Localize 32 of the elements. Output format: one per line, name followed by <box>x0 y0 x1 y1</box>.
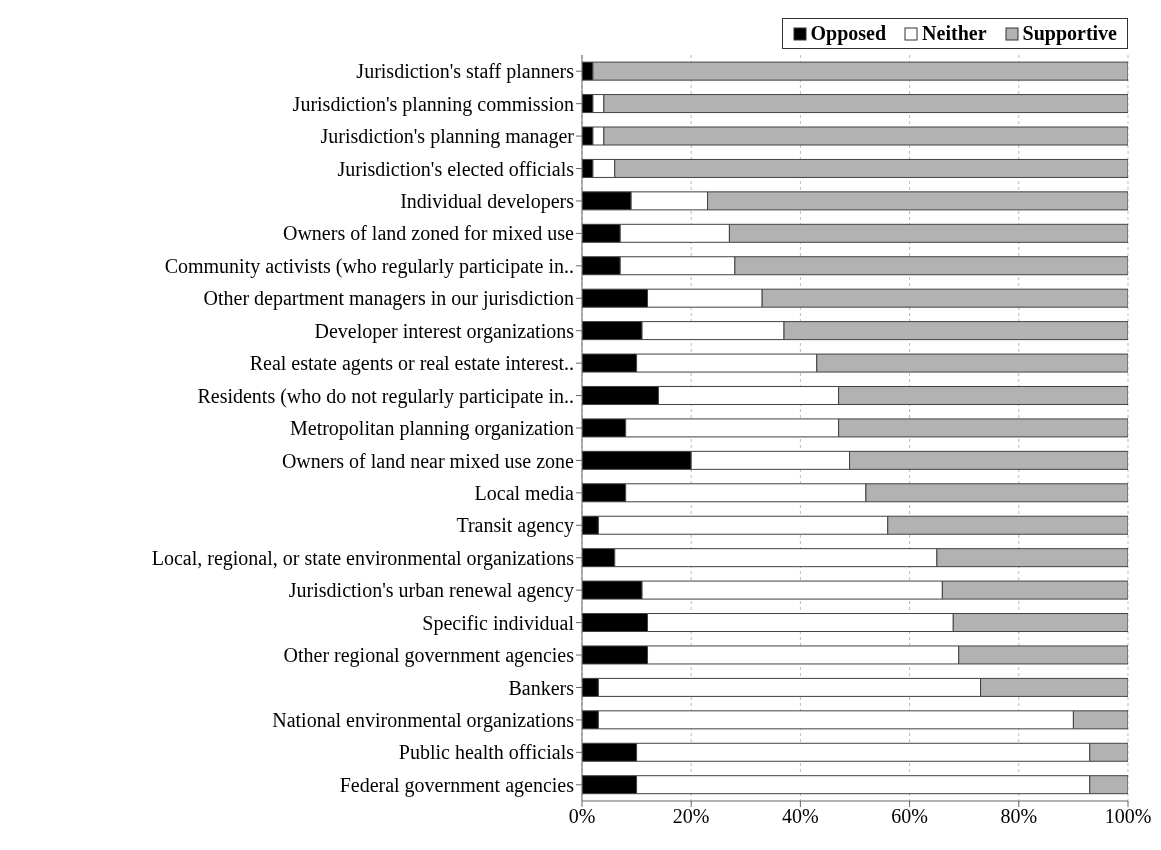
y-tick-label: Individual developers <box>400 190 575 214</box>
x-tick-label: 40% <box>782 805 819 828</box>
y-tick-label: Jurisdiction's planning commission <box>292 92 574 116</box>
legend-label: Supportive <box>1022 22 1117 45</box>
y-tick-label: Jurisdiction's planning manager <box>320 125 575 149</box>
y-tick-label: Bankers <box>508 676 575 699</box>
x-tick-label: 100% <box>1104 805 1152 828</box>
y-tick-label: Public health officials <box>398 741 575 764</box>
y-tick-label: Jurisdiction's elected officials <box>337 157 575 180</box>
y-tick-label: National environmental organizations <box>272 709 575 733</box>
legend-label: Neither <box>922 22 987 45</box>
y-tick-label: Real estate agents or real estate interest.. <box>249 352 574 376</box>
y-tick-label: Jurisdiction's staff planners <box>356 60 575 84</box>
y-tick-label: Residents (who do not regularly participate in.. <box>197 384 574 408</box>
y-tick-label: Transit agency <box>456 514 574 538</box>
y-tick-label: Developer interest organizations <box>314 319 575 343</box>
y-tick-label: Community activists (who regularly participate in.. <box>164 254 574 278</box>
x-tick-label: 60% <box>891 805 928 828</box>
y-tick-label: Metropolitan planning organization <box>289 417 574 441</box>
y-tick-label: Federal government agencies <box>339 773 575 797</box>
legend-label: Opposed <box>810 22 887 45</box>
y-tick-label: Other regional government agencies <box>283 644 575 668</box>
y-tick-label: Other department managers in our jurisdiction <box>203 287 574 311</box>
x-tick-label: 80% <box>1000 805 1038 828</box>
y-tick-label: Local media <box>474 481 575 504</box>
x-tick-label: 20% <box>672 805 710 828</box>
x-tick-label: 0% <box>568 805 596 828</box>
y-tick-label: Local, regional, or state environmental organizations <box>151 546 575 570</box>
y-tick-label: Jurisdiction's urban renewal agency <box>288 579 574 603</box>
y-tick-label: Specific individual <box>422 611 575 635</box>
y-tick-label: Owners of land near mixed use zone <box>281 449 575 472</box>
y-tick-label: Owners of land zoned for mixed use <box>282 222 575 245</box>
